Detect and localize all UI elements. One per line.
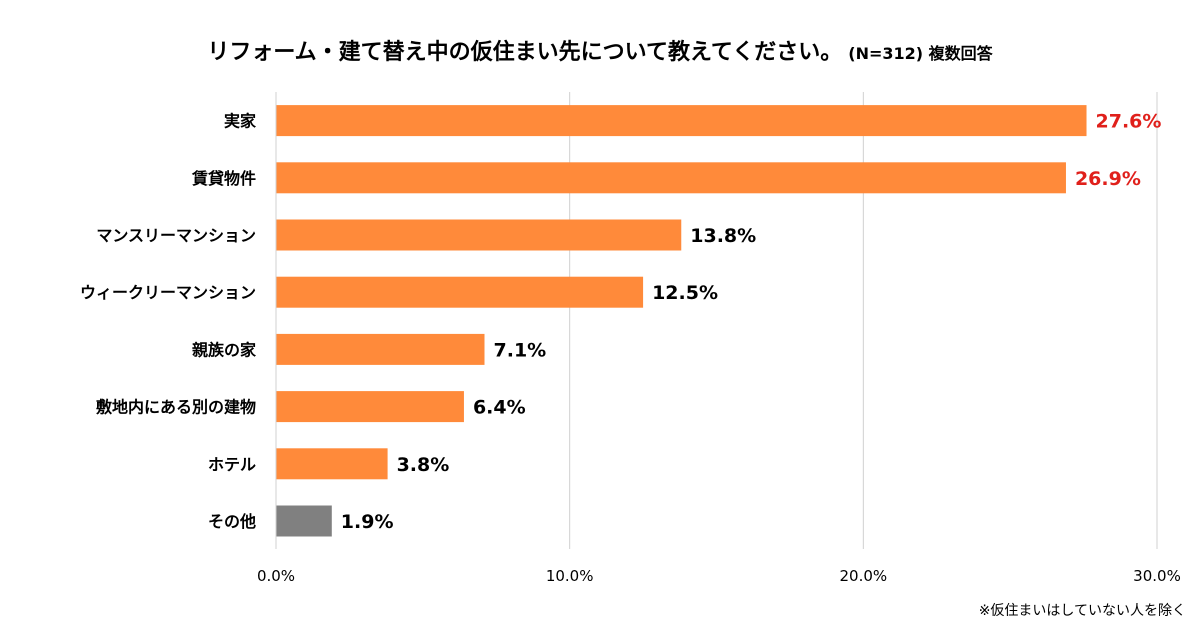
category-label: 実家: [224, 112, 257, 131]
bar: [276, 333, 485, 365]
value-label: 13.8%: [690, 225, 756, 247]
bar: [276, 276, 644, 308]
value-label: 12.5%: [652, 282, 718, 304]
category-label: マンスリーマンション: [96, 226, 256, 245]
x-tick-label: 0.0%: [257, 567, 295, 585]
bar: [276, 448, 388, 480]
chart-title-main: リフォーム・建て替え中の仮住まい先について教えてください。: [207, 40, 843, 65]
category-label: ホテル: [208, 455, 256, 474]
bar: [276, 105, 1087, 137]
bar: [276, 505, 332, 537]
category-label: 賃貸物件: [191, 169, 256, 188]
value-label: 3.8%: [397, 454, 450, 476]
value-label: 27.6%: [1096, 111, 1162, 133]
chart-title-sub: (N=312) 複数回答: [848, 44, 993, 63]
bar: [276, 219, 682, 251]
x-tick-label: 10.0%: [546, 567, 594, 585]
category-label: その他: [208, 512, 256, 531]
x-tick-label: 30.0%: [1133, 567, 1181, 585]
value-label: 6.4%: [473, 397, 526, 419]
category-label: 親族の家: [192, 340, 257, 359]
category-label: 敷地内にある別の建物: [96, 398, 256, 417]
value-label: 26.9%: [1075, 168, 1141, 190]
category-label: ウィークリーマンション: [80, 283, 256, 302]
bar: [276, 391, 464, 423]
value-label: 7.1%: [494, 339, 547, 361]
chart-title: リフォーム・建て替え中の仮住まい先について教えてください。 (N=312) 複数回…: [0, 34, 1200, 66]
value-label: 1.9%: [341, 511, 394, 533]
x-tick-label: 20.0%: [840, 567, 888, 585]
footnote: ※仮住まいはしていない人を除く: [978, 603, 1186, 619]
bar: [276, 162, 1066, 194]
